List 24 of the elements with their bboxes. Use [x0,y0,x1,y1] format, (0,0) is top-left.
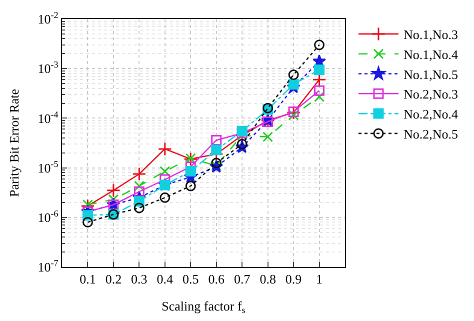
x-tick-label: 0.7 [234,272,251,287]
x-axis-title: Scaling factor f$_{s}$ [162,298,246,316]
legend-label: No.1,No.5 [403,66,458,82]
y-tick-label: 10$^{-7}$ [38,258,59,275]
y-tick-label: 10$^{-6}$ [38,208,59,225]
x-tick-label: 1 [316,272,323,287]
legend-label: No.2,No.5 [403,126,458,142]
x-tick-label: 0.9 [285,272,302,287]
x-tick-label: 0.2 [105,272,122,287]
legend-label: No.1,No.4 [403,46,459,62]
legend-label: No.2,No.3 [403,86,458,102]
legend-label: No.1,No.3 [403,27,458,42]
x-tick-label: 0.6 [208,272,225,287]
x-tick-label: 0.3 [131,272,148,287]
x-tick-label: 0.8 [260,272,276,287]
y-tick-label: 10$^{-4}$ [38,109,59,126]
y-axis-title: Parity Bit Error Rate [6,88,22,197]
y-tick-label: 10$^{-5}$ [38,158,59,176]
x-tick-label: 0.1 [80,272,96,287]
y-tick-label: 10$^{-3}$ [38,60,59,76]
y-tick-label: 10$^{-2}$ [38,10,59,27]
legend-label: No.2,No.4 [403,106,459,122]
x-tick-label: 0.5 [182,272,199,287]
x-tick-label: 0.4 [156,272,174,287]
